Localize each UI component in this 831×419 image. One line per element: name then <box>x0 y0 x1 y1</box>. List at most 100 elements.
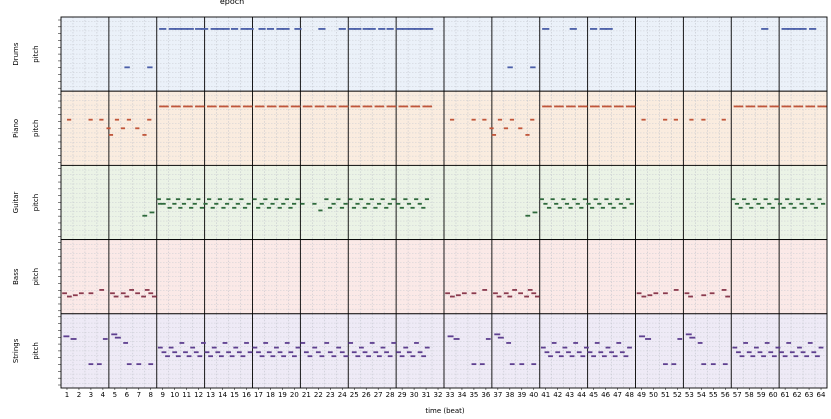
x-tick-labels: 1 2 3 4 5 6 7 8 9 10 11 12 13 14 15 16 17 18 19 20 21 22 23 24 2… <box>65 388 826 399</box>
track-name: Drums <box>12 42 20 66</box>
note <box>534 295 540 298</box>
note <box>362 206 367 209</box>
note <box>242 105 253 108</box>
note <box>756 202 761 205</box>
note <box>745 202 750 205</box>
note <box>362 351 368 354</box>
note <box>384 206 389 209</box>
note <box>319 355 325 358</box>
track-name: Piano <box>12 119 20 138</box>
note <box>165 355 170 358</box>
note <box>689 118 694 121</box>
note <box>531 363 537 366</box>
note <box>186 198 191 201</box>
note <box>398 105 409 108</box>
note <box>493 292 498 295</box>
note <box>281 202 286 205</box>
x-tick-label: 47 <box>613 391 622 399</box>
note <box>120 292 126 295</box>
note <box>211 346 217 349</box>
note <box>282 28 290 30</box>
note <box>278 105 289 108</box>
note <box>159 28 167 30</box>
note <box>482 118 487 121</box>
note <box>410 105 421 108</box>
note <box>558 355 564 358</box>
note <box>590 105 600 108</box>
note <box>339 351 345 354</box>
note <box>263 342 269 344</box>
note <box>815 355 820 358</box>
note <box>259 202 264 205</box>
note <box>336 198 341 201</box>
note <box>769 105 780 108</box>
note <box>114 118 120 121</box>
note <box>584 346 589 349</box>
note <box>203 202 208 205</box>
note <box>732 346 738 349</box>
note <box>597 202 602 205</box>
note <box>284 342 290 344</box>
note <box>550 198 555 201</box>
note <box>503 127 509 130</box>
x-tick-label: 9 <box>160 391 164 399</box>
x-tick-label: 29 <box>398 391 407 399</box>
x-tick-label: 26 <box>362 391 371 399</box>
x-tick-label: 34 <box>457 391 466 399</box>
note <box>663 118 668 121</box>
note <box>292 355 297 358</box>
note <box>738 206 743 209</box>
note <box>204 351 210 354</box>
note <box>641 295 647 298</box>
y-axis-label: pitch <box>32 194 40 211</box>
track-panel-piano: Piano pitch <box>12 90 828 166</box>
note <box>677 338 683 340</box>
note <box>270 355 276 358</box>
note <box>497 336 504 339</box>
note <box>318 28 326 30</box>
note <box>673 118 678 121</box>
note <box>229 355 235 358</box>
note <box>195 28 203 30</box>
note <box>199 206 205 209</box>
note <box>148 292 154 295</box>
note <box>252 198 257 201</box>
x-tick-label: 19 <box>278 391 287 399</box>
x-tick-label: 14 <box>218 391 227 399</box>
note <box>403 346 409 349</box>
note <box>586 202 591 205</box>
note <box>546 206 552 209</box>
note <box>120 127 126 130</box>
note <box>506 342 512 344</box>
note <box>752 198 757 201</box>
note <box>817 105 828 108</box>
note <box>531 292 537 295</box>
note <box>544 351 550 354</box>
note <box>573 342 579 344</box>
note <box>590 28 598 30</box>
note <box>471 363 477 366</box>
note <box>625 198 631 201</box>
note <box>110 292 115 295</box>
note <box>157 202 163 205</box>
note <box>725 295 731 298</box>
x-tick-label: 63 <box>805 391 814 399</box>
note <box>785 198 790 201</box>
note <box>455 294 461 297</box>
note <box>161 202 166 205</box>
note <box>733 105 744 108</box>
panel-border <box>60 313 828 389</box>
x-tick-label: 15 <box>230 391 239 399</box>
note <box>701 294 707 297</box>
note <box>663 363 668 366</box>
note <box>613 105 624 108</box>
note <box>554 105 564 108</box>
note <box>497 118 503 121</box>
note <box>525 214 531 217</box>
note <box>172 351 178 354</box>
x-tick-label: 64 <box>817 391 826 399</box>
note <box>124 295 130 298</box>
note <box>736 351 741 354</box>
note <box>156 198 161 201</box>
